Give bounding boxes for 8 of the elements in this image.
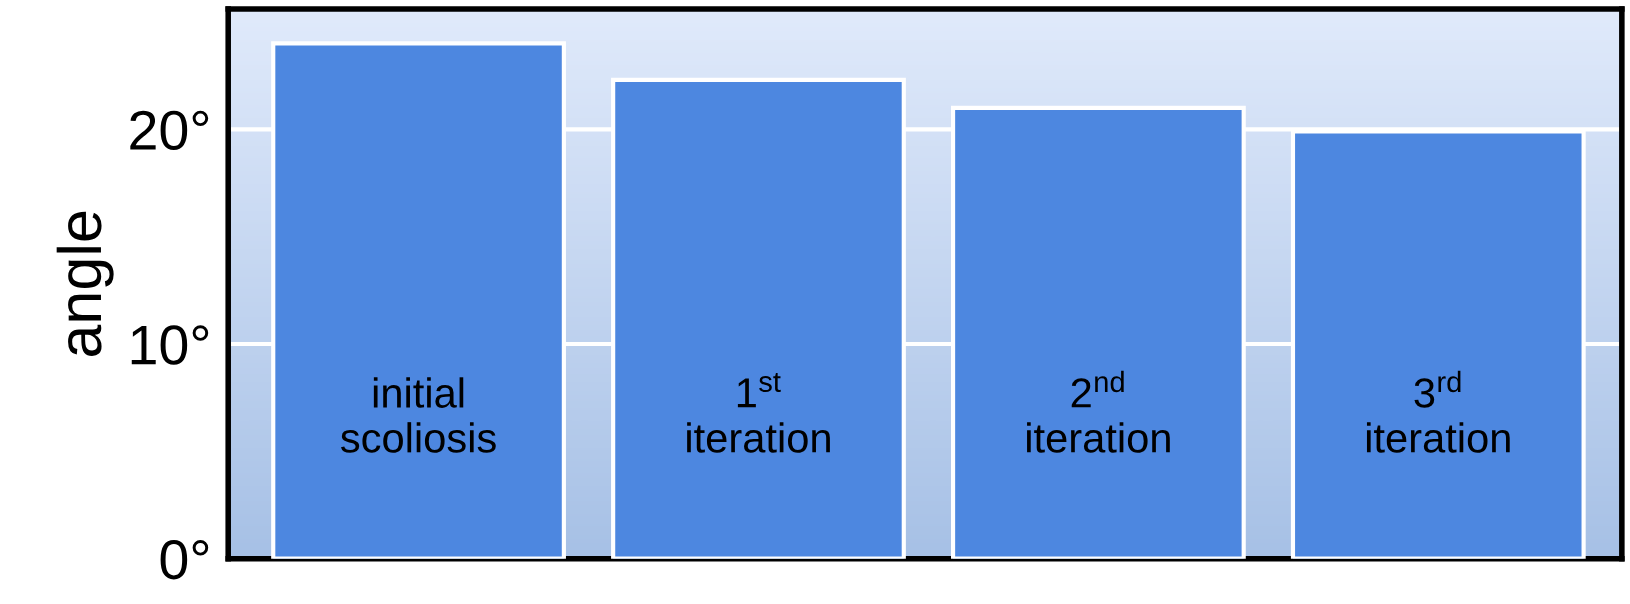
- x-tick-label: 3$^{rd}$ iteration: [1366, 370, 1510, 453]
- x-tick-label: 2$^{nd}$ iteration: [1027, 370, 1170, 453]
- x-tick-label: 1$^{st}$ iteration: [687, 372, 830, 453]
- x-tick-label: initial scoliosis: [340, 377, 496, 453]
- y-tick-label: 20°: [130, 110, 209, 150]
- y-axis-title: angle: [56, 211, 114, 357]
- y-tick-label: 10°: [131, 325, 209, 365]
- y-tick-label: 0°: [160, 540, 209, 580]
